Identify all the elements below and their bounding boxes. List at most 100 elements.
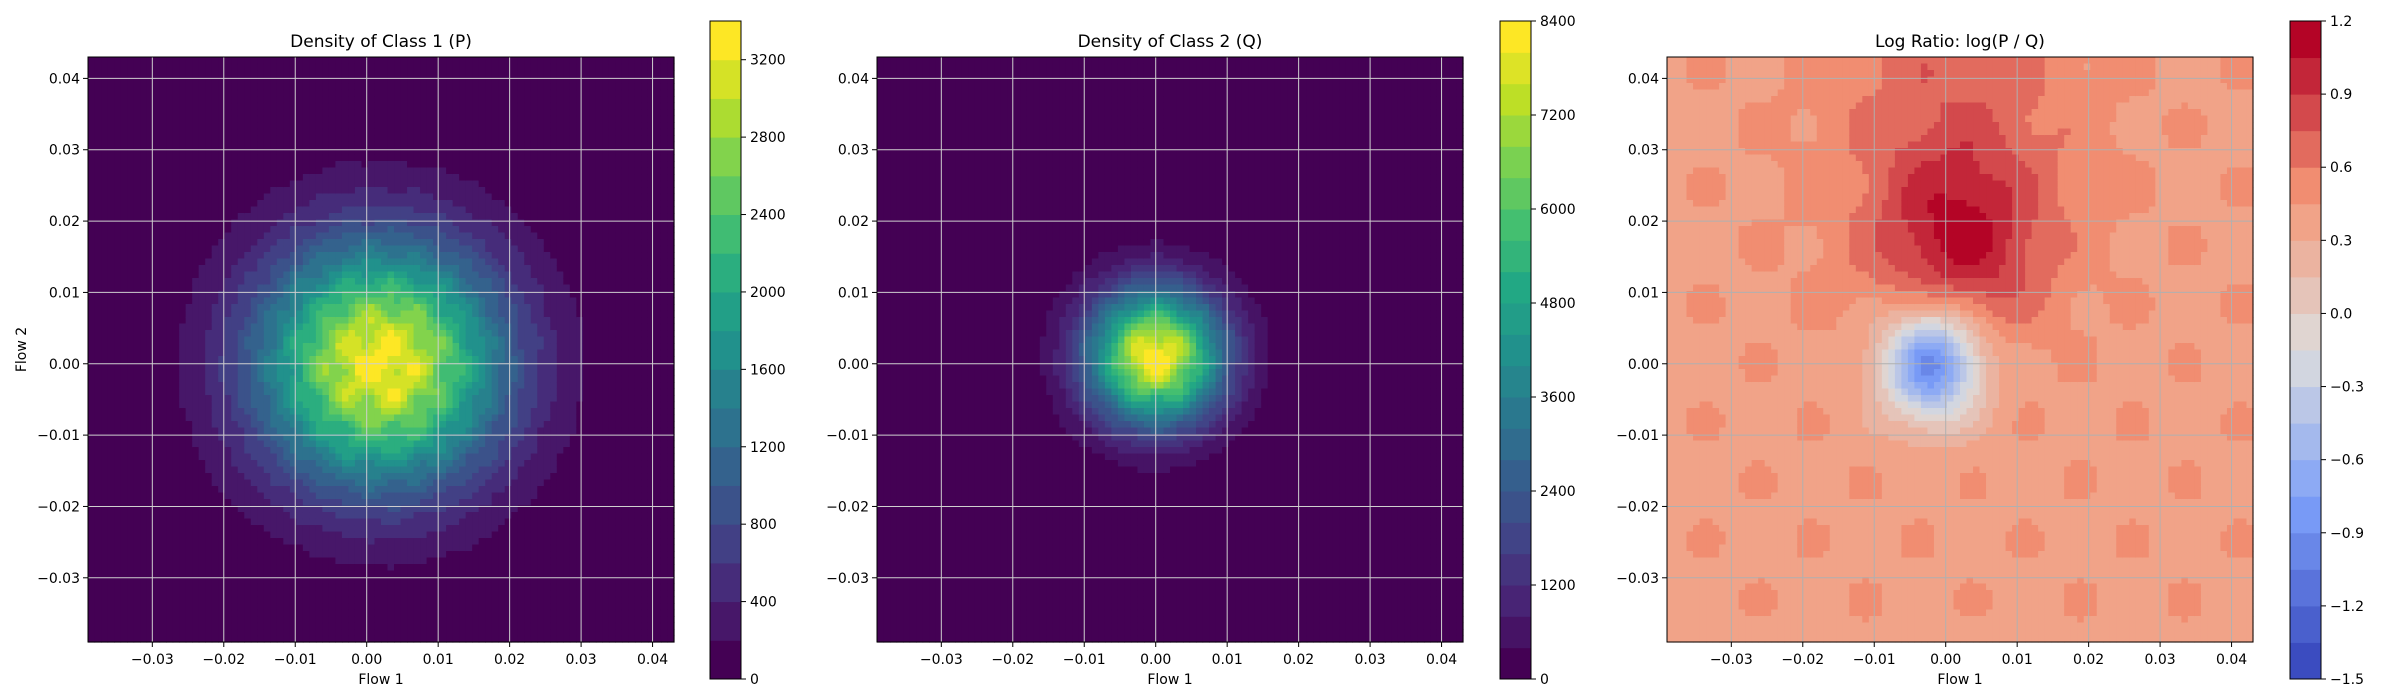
heatmap-cell — [127, 115, 135, 123]
heatmap-cell — [224, 89, 232, 97]
heatmap-cell — [439, 434, 447, 442]
heatmap-cell — [354, 135, 363, 143]
heatmap-cell — [101, 213, 109, 221]
heatmap-cell — [120, 603, 128, 611]
heatmap-cell — [289, 616, 297, 624]
heatmap-cell — [341, 583, 350, 591]
heatmap-cell — [439, 70, 447, 78]
heatmap-cell — [140, 544, 148, 552]
heatmap-cell — [439, 271, 447, 279]
heatmap-cell — [114, 440, 122, 448]
heatmap-cell — [114, 603, 122, 611]
heatmap-cell — [400, 401, 408, 409]
heatmap-cell — [101, 362, 109, 370]
heatmap-cell — [218, 349, 226, 357]
heatmap-cell — [315, 96, 323, 104]
heatmap-cell — [107, 310, 115, 318]
heatmap-cell — [374, 635, 382, 643]
heatmap-cell — [433, 414, 441, 422]
heatmap-cell — [381, 583, 389, 591]
heatmap-cell — [101, 102, 109, 110]
heatmap-cell — [166, 577, 174, 585]
heatmap-cell — [244, 629, 252, 637]
heatmap-cell — [276, 421, 284, 429]
heatmap-cell — [114, 109, 122, 117]
heatmap-cell — [257, 512, 265, 520]
heatmap-cell — [127, 102, 135, 110]
heatmap-cell — [270, 479, 278, 487]
heatmap-cell — [354, 551, 363, 559]
heatmap-cell — [354, 258, 363, 266]
heatmap-cell — [127, 375, 135, 383]
heatmap-cell — [426, 427, 434, 435]
heatmap-cell — [413, 343, 421, 351]
heatmap-cell — [198, 271, 206, 279]
heatmap-cell — [335, 109, 343, 117]
heatmap-cell — [270, 447, 278, 455]
heatmap-cell — [185, 291, 193, 299]
heatmap-cell — [88, 232, 96, 240]
heatmap-cell — [146, 141, 154, 149]
heatmap-cell — [322, 544, 330, 552]
heatmap-cell — [413, 349, 421, 357]
heatmap-cell — [211, 596, 219, 604]
heatmap-cell — [185, 213, 193, 221]
heatmap-cell — [205, 635, 213, 643]
heatmap-cell — [133, 109, 141, 117]
heatmap-cell — [250, 148, 258, 156]
heatmap-cell — [88, 434, 96, 442]
heatmap-cell — [224, 206, 232, 214]
heatmap-cell — [179, 557, 187, 565]
heatmap-cell — [341, 518, 350, 526]
heatmap-cell — [133, 278, 141, 286]
heatmap-cell — [348, 323, 356, 331]
heatmap-cell — [400, 109, 408, 117]
heatmap-cell — [315, 473, 323, 481]
heatmap-cell — [127, 349, 135, 357]
heatmap-cell — [446, 232, 454, 240]
heatmap-cell — [205, 395, 213, 403]
heatmap-cell — [140, 154, 148, 162]
heatmap-cell — [198, 180, 206, 188]
heatmap-cell — [250, 245, 258, 253]
heatmap-cell — [257, 128, 265, 136]
heatmap-cell — [133, 473, 141, 481]
heatmap-cell — [420, 440, 428, 448]
heatmap-cell — [140, 603, 148, 611]
heatmap-cell — [166, 538, 174, 546]
heatmap-cell — [348, 310, 356, 318]
heatmap-cell — [367, 460, 376, 468]
heatmap-cell — [328, 213, 337, 221]
heatmap-cell — [367, 492, 376, 500]
heatmap-cell — [276, 609, 284, 617]
heatmap-cell — [237, 128, 245, 136]
heatmap-cell — [127, 70, 135, 78]
heatmap-cell — [159, 427, 167, 435]
heatmap-cell — [302, 369, 310, 377]
heatmap-cell — [205, 616, 213, 624]
heatmap-cell — [341, 115, 350, 123]
heatmap-cell — [166, 252, 174, 260]
heatmap-cell — [237, 187, 245, 195]
heatmap-cell — [270, 141, 278, 149]
heatmap-cell — [263, 330, 271, 338]
heatmap-cell — [361, 102, 369, 110]
heatmap-cell — [387, 291, 395, 299]
heatmap-cell — [426, 63, 434, 71]
heatmap-cell — [146, 304, 154, 312]
heatmap-cell — [224, 551, 232, 559]
heatmap-cell — [218, 141, 226, 149]
heatmap-cell — [283, 278, 291, 286]
heatmap-cell — [107, 336, 115, 344]
heatmap-cell — [354, 603, 363, 611]
heatmap-cell — [133, 291, 141, 299]
heatmap-cell — [250, 583, 258, 591]
heatmap-cell — [283, 479, 291, 487]
heatmap-cell — [374, 193, 382, 201]
heatmap-cell — [413, 122, 421, 130]
heatmap-cell — [140, 174, 148, 182]
heatmap-cell — [114, 544, 122, 552]
heatmap-cell — [153, 252, 161, 260]
heatmap-cell — [88, 421, 96, 429]
heatmap-cell — [120, 239, 128, 247]
